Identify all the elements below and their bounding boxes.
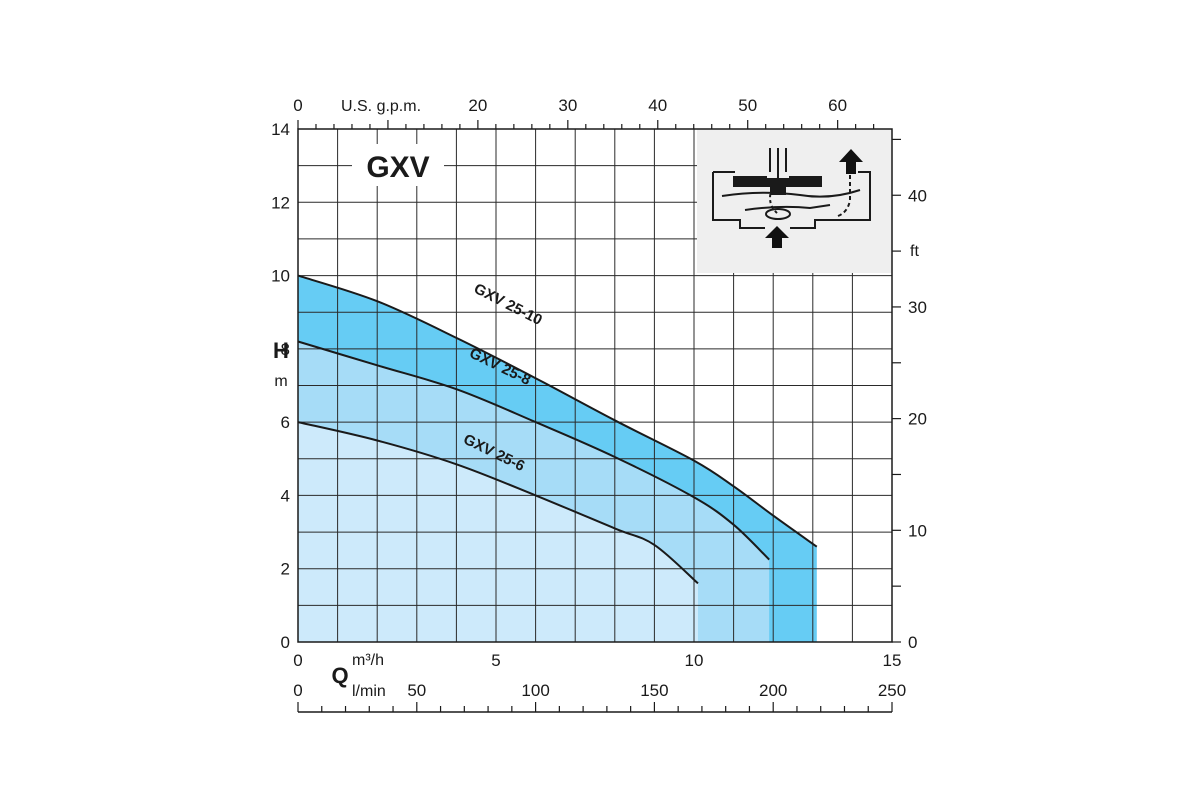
y-tick-label: 0 (281, 633, 290, 652)
gpm-tick-label: 50 (738, 96, 757, 115)
x-tick-label: 15 (883, 651, 902, 670)
x-axis-unit-primary: m³/h (352, 652, 384, 669)
y-axis-unit: m (274, 373, 287, 390)
y-tick-label: 14 (271, 120, 290, 139)
gpm-tick-label: 40 (648, 96, 667, 115)
inlet-arrow-icon (765, 226, 789, 248)
impeller-blades (733, 176, 822, 195)
lmin-tick-label: 250 (878, 681, 906, 700)
lmin-tick-label: 50 (407, 681, 426, 700)
ft-tick-label: 0 (908, 633, 917, 652)
lmin-tick-label: 100 (521, 681, 549, 700)
flow-arrows (765, 149, 863, 248)
gpm-tick-label: 20 (468, 96, 487, 115)
x-tick-label: 0 (293, 651, 302, 670)
curve-label-0: GXV 25-10 (471, 280, 545, 329)
plot-frame (297, 128, 893, 643)
pump-diagram-inset (697, 129, 892, 273)
performance-curves (297, 274, 818, 585)
chart-title: GXV (366, 151, 429, 184)
x-axis-unit-secondary: l/min (352, 683, 386, 700)
x-axis-symbol: Q (331, 663, 348, 688)
y-tick-label: 2 (281, 560, 290, 579)
pump-icon (712, 148, 871, 229)
y-tick-label: 8 (281, 340, 290, 359)
y-axis-symbol: H (273, 338, 289, 363)
ft-tick-label: 40 (908, 186, 927, 205)
y-tick-label: 6 (281, 413, 290, 432)
x-tick-label: 5 (491, 651, 500, 670)
gpm-tick-label: 0 (293, 96, 302, 115)
gpm-tick-label: 30 (558, 96, 577, 115)
y-tick-label: 12 (271, 193, 290, 212)
y-tick-label: 4 (281, 486, 290, 505)
top-axis-unit: U.S. g.p.m. (341, 98, 421, 115)
x-tick-label: 10 (685, 651, 704, 670)
right-axis-unit: ft (910, 243, 919, 260)
curve-line-0 (297, 274, 818, 548)
ft-tick-label: 20 (908, 410, 927, 429)
curve-line-1 (297, 340, 770, 561)
ft-tick-label: 30 (908, 298, 927, 317)
chart-grid (297, 128, 893, 643)
lmin-tick-label: 200 (759, 681, 787, 700)
lmin-tick-label: 0 (293, 681, 302, 700)
curve-line-2 (297, 421, 699, 585)
inset-background (697, 129, 892, 273)
ft-tick-label: 10 (908, 521, 927, 540)
gpm-tick-label: 60 (828, 96, 847, 115)
lmin-tick-label: 150 (640, 681, 668, 700)
outlet-arrow-icon (839, 149, 863, 174)
title-background (352, 144, 444, 186)
y-tick-label: 10 (271, 267, 290, 286)
